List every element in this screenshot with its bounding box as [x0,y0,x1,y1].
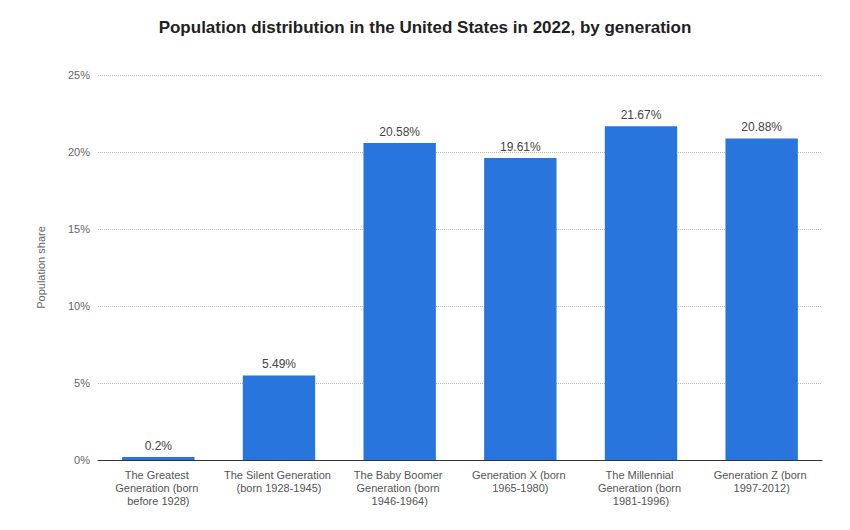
svg-text:5.49%: 5.49% [262,357,296,371]
svg-text:0.2%: 0.2% [145,439,173,453]
svg-text:1981-1996): 1981-1996) [613,495,669,507]
svg-text:19.61%: 19.61% [500,140,541,154]
svg-text:0%: 0% [74,454,90,466]
svg-text:The Silent Generation: The Silent Generation [224,469,334,481]
svg-text:(born 1928-1945): (born 1928-1945) [236,482,321,494]
svg-text:The Greatest: The Greatest [125,469,192,481]
svg-text:21.67%: 21.67% [621,108,662,122]
svg-text:Population share: Population share [35,226,47,309]
svg-text:5%: 5% [74,377,90,389]
svg-text:15%: 15% [68,223,90,235]
svg-text:1946-1964): 1946-1964) [372,495,428,507]
svg-text:Generation (born: Generation (born [357,482,443,494]
svg-text:Generation X (born: Generation X (born [472,469,569,481]
svg-text:Generation (born: Generation (born [115,482,201,494]
svg-text:25%: 25% [68,69,90,81]
svg-text:Generation (born: Generation (born [598,482,684,494]
svg-text:Generation Z (born: Generation Z (born [714,469,810,481]
svg-text:20.88%: 20.88% [741,120,782,134]
svg-text:1997-2012): 1997-2012) [734,482,790,494]
svg-text:10%: 10% [68,300,90,312]
svg-text:The Millennial: The Millennial [606,469,677,481]
svg-text:20.58%: 20.58% [379,125,420,139]
svg-text:20%: 20% [68,146,90,158]
svg-text:The Baby Boomer: The Baby Boomer [354,469,446,481]
svg-text:1965-1980): 1965-1980) [492,482,548,494]
svg-text:Population distribution in the: Population distribution in the United St… [159,18,692,37]
svg-text:before 1928): before 1928) [127,495,189,507]
